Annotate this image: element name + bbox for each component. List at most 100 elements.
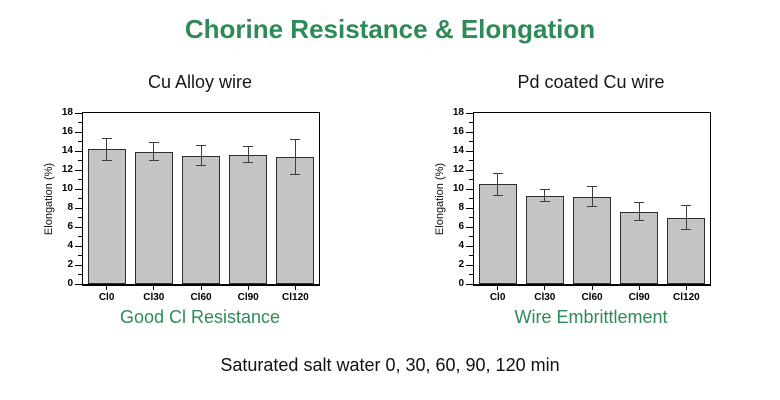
bar-Cl60 [182, 155, 220, 284]
y-minor-tick [78, 255, 82, 256]
error-bar-cap-bottom [148, 160, 159, 162]
error-bar-cap-top [290, 138, 301, 140]
error-bar-cap-bottom [196, 165, 206, 167]
y-minor-tick [469, 122, 473, 123]
y-minor-tick [469, 141, 473, 142]
error-bar-line [685, 205, 687, 230]
y-major-tick [75, 112, 82, 114]
error-bar-cap-bottom [634, 220, 645, 222]
bottom-note: Saturated salt water 0, 30, 60, 90, 120 … [220, 355, 560, 375]
error-bar-cap-bottom [587, 206, 597, 208]
y-major-tick [466, 131, 473, 133]
x-tick-label: Cl60 [581, 292, 603, 303]
bar-Cl30 [134, 151, 173, 284]
y-minor-tick [469, 179, 473, 180]
error-bar-cap-top [243, 146, 254, 148]
bar-Cl120 [276, 156, 315, 284]
y-tick-label: 16 [452, 126, 464, 137]
error-bar-cap-bottom [492, 194, 503, 196]
y-tick-label: 6 [67, 221, 73, 232]
error-bar-line [591, 186, 593, 208]
y-major-tick [75, 226, 82, 228]
y-major-tick [466, 226, 473, 228]
y-tick-label: 2 [458, 259, 464, 270]
y-tick-label: 18 [452, 107, 464, 118]
error-bar-line [200, 145, 202, 167]
bar-Cl0 [478, 184, 517, 284]
bar-Cl90 [229, 154, 268, 284]
error-bar-line [497, 172, 499, 196]
y-tick-label: 0 [67, 278, 73, 289]
y-major-tick [75, 245, 82, 247]
page-title: Chorine Resistance & Elongation [184, 14, 596, 44]
error-bar-line [153, 142, 155, 162]
y-minor-tick [78, 217, 82, 218]
error-bar-line [544, 189, 546, 203]
error-bar-cap-top [681, 205, 692, 207]
error-bar-cap-top [148, 142, 159, 144]
y-tick-label: 16 [61, 126, 73, 137]
y-major-tick [466, 150, 473, 152]
y-tick-label: 0 [458, 278, 464, 289]
y-minor-tick [469, 198, 473, 199]
y-minor-tick [78, 274, 82, 275]
y-minor-tick [78, 160, 82, 161]
y-major-tick [466, 245, 473, 247]
y-major-tick [466, 207, 473, 209]
y-tick-label: 14 [452, 145, 464, 156]
x-tick [685, 286, 687, 290]
y-major-tick [75, 283, 82, 285]
y-minor-tick [469, 236, 473, 237]
y-minor-tick [469, 255, 473, 256]
error-bar-line [247, 146, 249, 164]
x-tick [497, 286, 499, 290]
y-major-tick [75, 169, 82, 171]
y-tick-label: 12 [452, 164, 464, 175]
x-tick [591, 286, 593, 290]
caption-good-cl-resistance: Good Cl Resistance [119, 307, 281, 327]
error-bar-cap-top [587, 186, 597, 188]
y-tick-label: 6 [458, 221, 464, 232]
y-major-tick [75, 207, 82, 209]
plot-area-pd-coated: Elongation (%) 0 2 4 6 8 10 12 14 16 18 Cl0 Cl30 Cl6… [434, 107, 711, 303]
x-tick-label: Cl60 [190, 292, 212, 303]
x-tick-label: Cl30 [534, 292, 556, 303]
y-major-tick [75, 188, 82, 190]
y-tick-label: 18 [61, 107, 73, 118]
error-bar-cap-top [492, 172, 503, 174]
y-tick-label: 10 [61, 183, 73, 194]
error-bar-line [106, 137, 108, 161]
bar-Cl90 [620, 211, 659, 284]
x-tick [106, 286, 108, 290]
chart-title-pd-coated: Pd coated Cu wire [517, 72, 665, 92]
y-major-tick [75, 264, 82, 266]
y-major-tick [75, 131, 82, 133]
error-bar-cap-top [101, 137, 112, 139]
y-tick-label: 8 [458, 202, 464, 213]
error-bar-line [294, 138, 296, 175]
error-bar-cap-top [539, 189, 550, 190]
bar-Cl30 [525, 195, 564, 284]
x-tick-label: Cl90 [628, 292, 650, 303]
x-tick [200, 286, 202, 290]
y-minor-tick [469, 217, 473, 218]
y-tick-label: 2 [67, 259, 73, 270]
y-tick-label: 4 [67, 240, 73, 251]
y-minor-tick [78, 198, 82, 199]
error-bar-cap-top [634, 202, 645, 204]
x-tick [153, 286, 155, 290]
y-tick-label: 12 [61, 164, 73, 175]
y-major-tick [466, 264, 473, 266]
y-minor-tick [78, 141, 82, 142]
error-bar-cap-bottom [681, 228, 692, 230]
y-minor-tick [78, 122, 82, 123]
error-bar-line [638, 202, 640, 222]
x-tick [247, 286, 249, 290]
x-tick [294, 286, 296, 290]
y-minor-tick [469, 160, 473, 161]
y-tick-label: 10 [452, 183, 464, 194]
x-tick-label: Cl90 [237, 292, 259, 303]
x-tick-label: Cl120 [673, 292, 700, 303]
y-minor-tick [78, 179, 82, 180]
